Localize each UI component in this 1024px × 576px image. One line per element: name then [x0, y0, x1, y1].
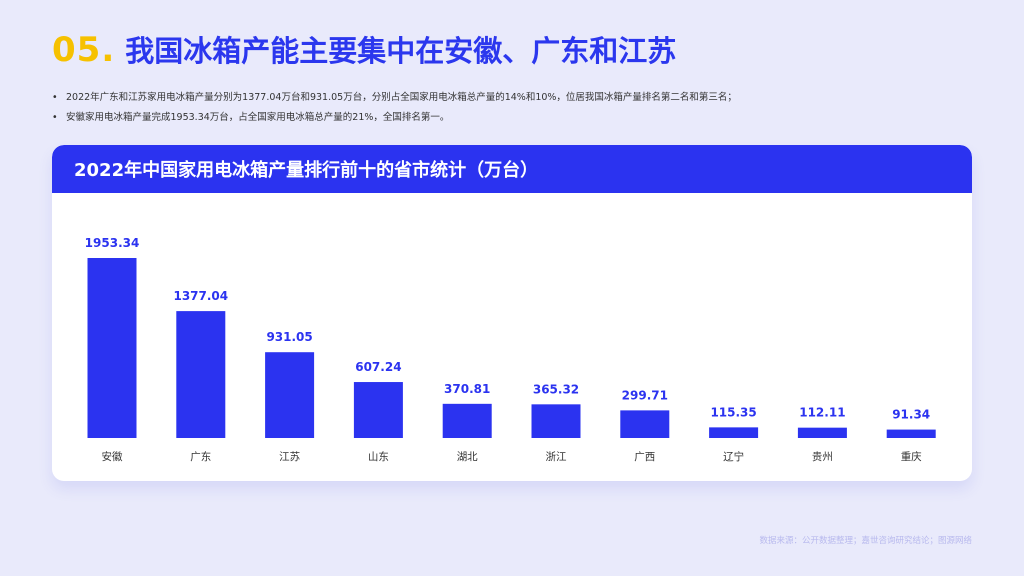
bar-value-label: 112.11 — [799, 406, 845, 420]
bullet-item: 安徽家用电冰箱产量完成1953.34万台，占全国家用电冰箱总产量的21%，全国排… — [52, 108, 737, 128]
bar-7 — [709, 427, 759, 438]
category-label: 重庆 — [901, 450, 922, 463]
bar-4 — [442, 403, 492, 438]
chart-card-header: 2022年中国家用电冰箱产量排行前十的省市统计（万台） — [52, 145, 972, 193]
bar-5 — [531, 404, 581, 438]
bar-value-label: 1377.04 — [173, 289, 228, 303]
bar-value-label: 299.71 — [622, 388, 668, 402]
chart-title: 2022年中国家用电冰箱产量排行前十的省市统计（万台） — [74, 160, 539, 181]
bar-1 — [176, 311, 226, 438]
bar-8 — [797, 427, 847, 438]
data-source-note: 数据来源：公开数据整理；嘉世咨询研究结论；图源网络 — [759, 536, 972, 546]
category-label: 辽宁 — [723, 450, 744, 463]
bar-value-label: 370.81 — [444, 382, 490, 396]
category-label: 安徽 — [102, 450, 123, 463]
category-label: 湖北 — [457, 451, 478, 463]
category-label: 山东 — [368, 450, 389, 463]
page-heading: 05. 我国冰箱产能主要集中在安徽、广东和江苏 — [52, 28, 676, 70]
category-label: 贵州 — [812, 450, 833, 463]
bar-9 — [886, 429, 936, 438]
category-label: 广西 — [634, 451, 655, 463]
bar-value-label: 115.35 — [710, 405, 756, 419]
page-title: 我国冰箱产能主要集中在安徽、广东和江苏 — [125, 34, 677, 68]
bar-0 — [87, 258, 137, 438]
bar-2 — [265, 352, 315, 438]
bar-value-label: 365.32 — [533, 382, 579, 396]
bar-value-label: 1953.34 — [85, 236, 140, 250]
bar-chart: 1953.34 安徽 1377.04 广东 931.05 江苏 607.24 山东 370.81… — [85, 236, 936, 463]
bar-value-label: 607.24 — [355, 360, 401, 374]
category-label: 江苏 — [279, 450, 300, 463]
bullet-item: 2022年广东和江苏家用电冰箱产量分别为1377.04万台和931.05万台，分… — [52, 88, 737, 108]
category-label: 广东 — [190, 450, 211, 463]
category-label: 浙江 — [546, 451, 567, 463]
bar-6 — [620, 410, 670, 438]
bar-value-label: 91.34 — [892, 408, 930, 422]
bar-value-label: 931.05 — [266, 330, 312, 344]
bar-3 — [353, 382, 403, 438]
chart-card: 2022年中国家用电冰箱产量排行前十的省市统计（万台） 1953.34 安徽 137… — [52, 145, 972, 481]
bullet-list: 2022年广东和江苏家用电冰箱产量分别为1377.04万台和931.05万台，分… — [52, 88, 737, 128]
section-number: 05. — [52, 30, 116, 70]
